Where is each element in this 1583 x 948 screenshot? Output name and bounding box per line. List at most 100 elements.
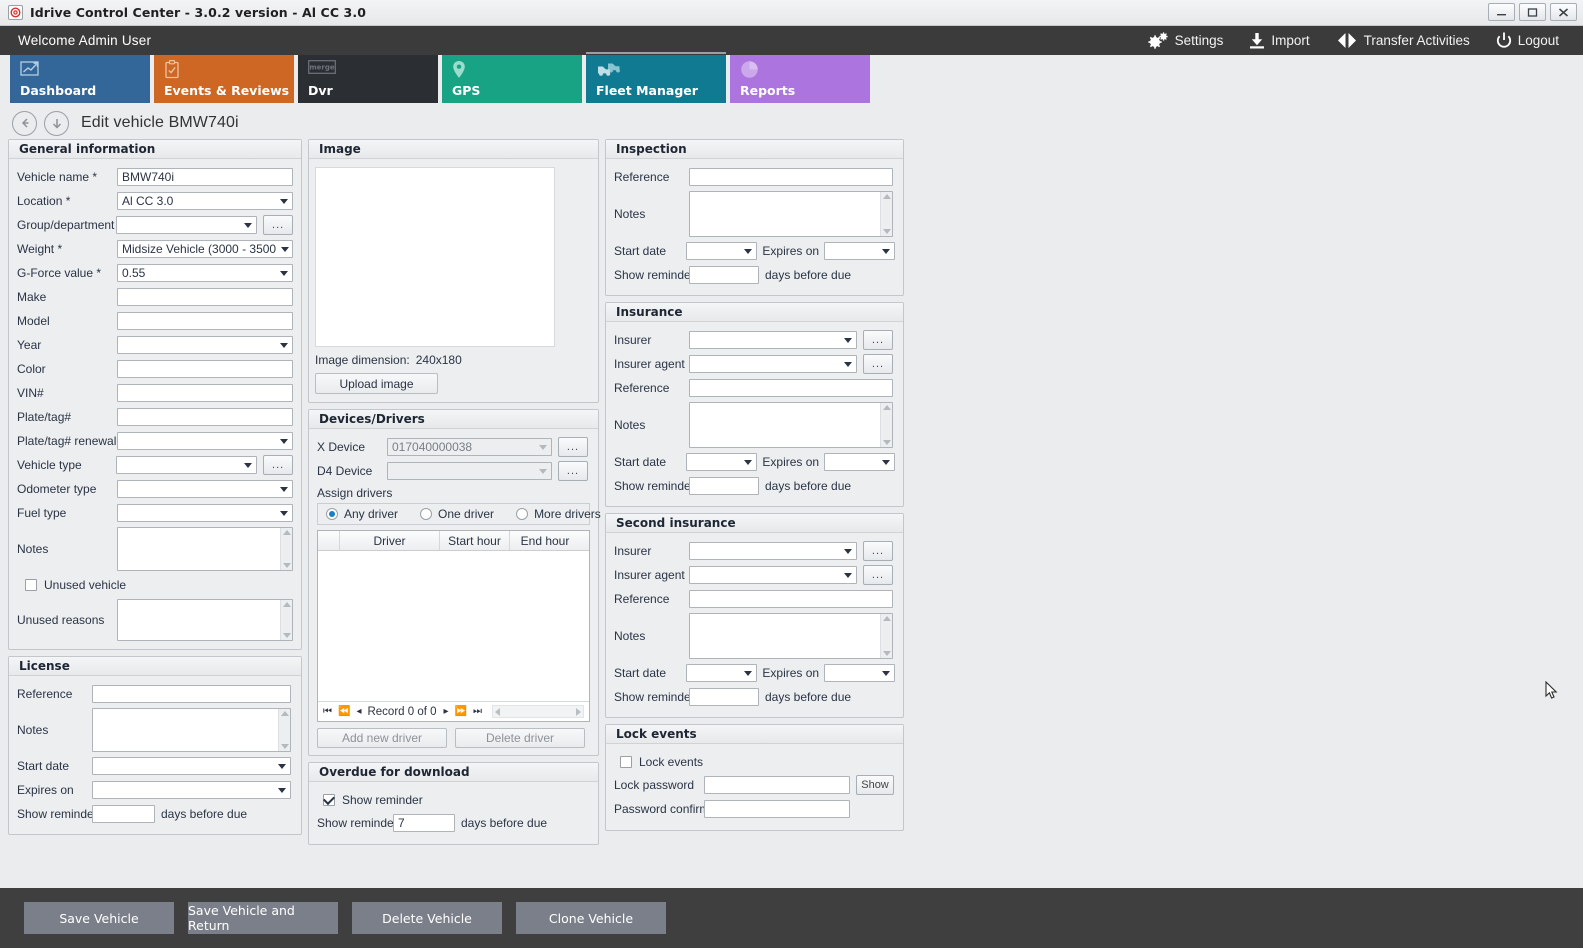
grid-prev-page-button[interactable]: ⏪: [338, 706, 350, 717]
grid-horizontal-scrollbar[interactable]: [492, 705, 584, 718]
insurance-start-date-select[interactable]: [685, 453, 758, 471]
save-vehicle-button[interactable]: Save Vehicle: [24, 902, 174, 934]
nav-tile-gps[interactable]: GPS: [442, 55, 582, 103]
insurance-agent-select[interactable]: [689, 355, 857, 373]
second-insurance-start-date-select[interactable]: [685, 664, 758, 682]
license-start-date-select[interactable]: [92, 757, 291, 775]
year-select[interactable]: [117, 336, 293, 354]
drivers-grid-body[interactable]: [318, 551, 589, 701]
minimize-button[interactable]: [1488, 3, 1515, 21]
inspection-expires-on-select[interactable]: [824, 242, 895, 260]
weight-select[interactable]: Midsize Vehicle (3000 - 3500 p...: [117, 240, 293, 258]
transfer-activities-button[interactable]: Transfer Activities: [1336, 32, 1470, 49]
license-reference-input[interactable]: [92, 685, 291, 703]
d4-device-browse-button[interactable]: ...: [558, 461, 588, 481]
license-notes-textarea[interactable]: [92, 708, 291, 752]
inspection-show-reminder-input[interactable]: [689, 266, 759, 284]
grid-col-end-hour[interactable]: End hour: [520, 533, 570, 548]
maximize-button[interactable]: [1519, 3, 1546, 21]
grid-prev-button[interactable]: ◂: [356, 706, 361, 717]
radio-more-drivers[interactable]: [516, 508, 529, 520]
nav-tile-events-reviews[interactable]: Events & Reviews: [154, 55, 294, 103]
add-new-driver-button[interactable]: Add new driver: [317, 728, 447, 748]
logout-button[interactable]: Logout: [1496, 32, 1559, 49]
vehicle-type-browse-button[interactable]: ...: [263, 455, 293, 475]
lock-events-checkbox[interactable]: [620, 756, 632, 768]
arrow-down-circle-icon[interactable]: [44, 110, 69, 136]
insurance-expires-on-select[interactable]: [824, 453, 895, 471]
show-password-button[interactable]: Show: [856, 775, 894, 795]
nav-tile-dashboard[interactable]: Dashboard: [10, 55, 150, 103]
x-device-browse-button[interactable]: ...: [558, 437, 588, 457]
plate-tag-renewal-select[interactable]: [117, 432, 293, 450]
password-confirm-input[interactable]: [704, 800, 850, 818]
nav-tile-fleet-manager[interactable]: Fleet Manager: [586, 52, 726, 103]
nav-tile-dvr[interactable]: merge Dvr: [298, 55, 438, 103]
insurance-insurer-browse-button[interactable]: ...: [863, 330, 893, 350]
location-select[interactable]: Al CC 3.0: [117, 192, 293, 210]
unused-reasons-textarea[interactable]: [117, 599, 293, 641]
second-insurance-reference-input[interactable]: [689, 590, 893, 608]
inspection-notes-textarea[interactable]: [689, 191, 893, 237]
second-insurance-agent-browse-button[interactable]: ...: [863, 565, 893, 585]
grid-col-start-hour[interactable]: Start hour: [440, 531, 510, 550]
delete-vehicle-button[interactable]: Delete Vehicle: [352, 902, 502, 934]
d4-device-select[interactable]: [387, 462, 552, 480]
second-insurance-show-reminder-input[interactable]: [689, 688, 759, 706]
delete-driver-button[interactable]: Delete driver: [455, 728, 585, 748]
model-input[interactable]: [117, 312, 293, 330]
notes-textarea[interactable]: [117, 527, 293, 571]
second-insurance-insurer-select[interactable]: [689, 542, 857, 560]
unused-vehicle-checkbox[interactable]: [25, 579, 37, 591]
upload-image-button[interactable]: Upload image: [315, 373, 438, 394]
radio-any-driver[interactable]: [326, 508, 338, 520]
save-vehicle-and-return-button[interactable]: Save Vehicle and Return: [188, 902, 338, 934]
fuel-type-select[interactable]: [117, 504, 293, 522]
inspection-start-date-select[interactable]: [685, 242, 758, 260]
notes-scrollbar[interactable]: [280, 528, 292, 570]
x-device-select[interactable]: 017040000038: [387, 438, 552, 456]
vin-input[interactable]: [117, 384, 293, 402]
unused-reasons-scrollbar[interactable]: [280, 600, 292, 640]
second-insurance-agent-select[interactable]: [689, 566, 857, 584]
second-insurance-notes-scrollbar[interactable]: [880, 614, 892, 658]
group-department-select[interactable]: [116, 216, 258, 234]
license-notes-scrollbar[interactable]: [278, 709, 290, 751]
nav-tile-reports[interactable]: Reports: [730, 55, 870, 103]
lock-password-input[interactable]: [704, 776, 850, 794]
insurance-agent-browse-button[interactable]: ...: [863, 354, 893, 374]
second-insurance-insurer-browse-button[interactable]: ...: [863, 541, 893, 561]
license-expires-on-select[interactable]: [92, 781, 291, 799]
make-input[interactable]: [117, 288, 293, 306]
grid-next-page-button[interactable]: ⏩: [454, 706, 467, 717]
grid-last-button[interactable]: ⏭: [473, 706, 482, 717]
second-insurance-expires-on-select[interactable]: [824, 664, 895, 682]
vehicle-type-select[interactable]: [116, 456, 258, 474]
plate-tag-input[interactable]: [117, 408, 293, 426]
arrow-left-circle-icon[interactable]: [12, 110, 37, 136]
color-input[interactable]: [117, 360, 293, 378]
inspection-reference-input[interactable]: [689, 168, 893, 186]
insurance-insurer-select[interactable]: [689, 331, 857, 349]
overdue-show-reminder-input[interactable]: 7: [393, 814, 455, 832]
insurance-reference-input[interactable]: [689, 379, 893, 397]
clone-vehicle-button[interactable]: Clone Vehicle: [516, 902, 666, 934]
grid-first-button[interactable]: ⏮: [323, 706, 332, 717]
group-department-browse-button[interactable]: ...: [263, 215, 293, 235]
overdue-show-reminder-checkbox[interactable]: [323, 794, 335, 806]
close-button[interactable]: [1550, 3, 1577, 21]
settings-button[interactable]: Settings: [1148, 31, 1223, 50]
insurance-show-reminder-input[interactable]: [689, 477, 759, 495]
insurance-notes-scrollbar[interactable]: [880, 403, 892, 447]
import-button[interactable]: Import: [1249, 32, 1310, 49]
insurance-notes-textarea[interactable]: [689, 402, 893, 448]
gforce-select[interactable]: 0.55: [117, 264, 293, 282]
odometer-type-select[interactable]: [117, 480, 293, 498]
license-show-reminder-input[interactable]: [92, 805, 155, 823]
second-insurance-notes-textarea[interactable]: [689, 613, 893, 659]
grid-col-driver[interactable]: Driver: [340, 531, 440, 550]
grid-next-button[interactable]: ▸: [443, 706, 449, 717]
inspection-notes-scrollbar[interactable]: [880, 192, 892, 236]
radio-one-driver[interactable]: [420, 508, 433, 520]
vehicle-name-input[interactable]: BMW740i: [117, 168, 293, 186]
